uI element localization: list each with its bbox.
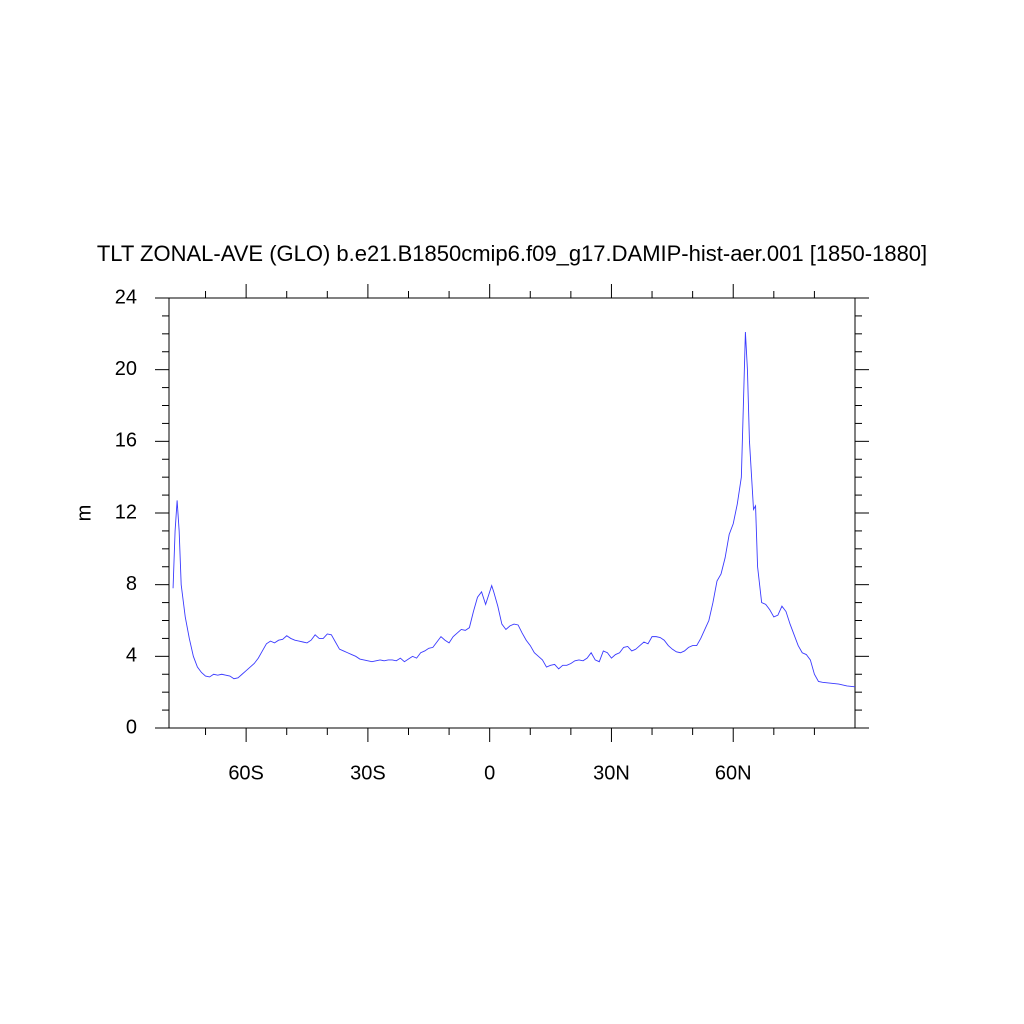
x-tick-label: 0 [484,762,495,784]
x-tick-label: 30S [350,762,386,784]
chart-title: TLT ZONAL-AVE (GLO) b.e21.B1850cmip6.f09… [97,241,927,266]
plot-frame [168,297,856,729]
y-axis-label: m [73,505,95,522]
y-tick-label: 12 [115,501,137,523]
y-tick-label: 20 [115,358,137,380]
y-tick-label: 16 [115,430,137,452]
y-tick-label: 4 [126,645,137,667]
y-tick-label: 0 [126,716,137,738]
data-line [172,332,856,688]
y-tick-label: 8 [126,573,137,595]
x-tick-label: 30N [593,762,630,784]
x-tick-label: 60S [228,762,264,784]
x-tick-label: 60N [715,762,752,784]
y-tick-label: 24 [115,286,137,308]
